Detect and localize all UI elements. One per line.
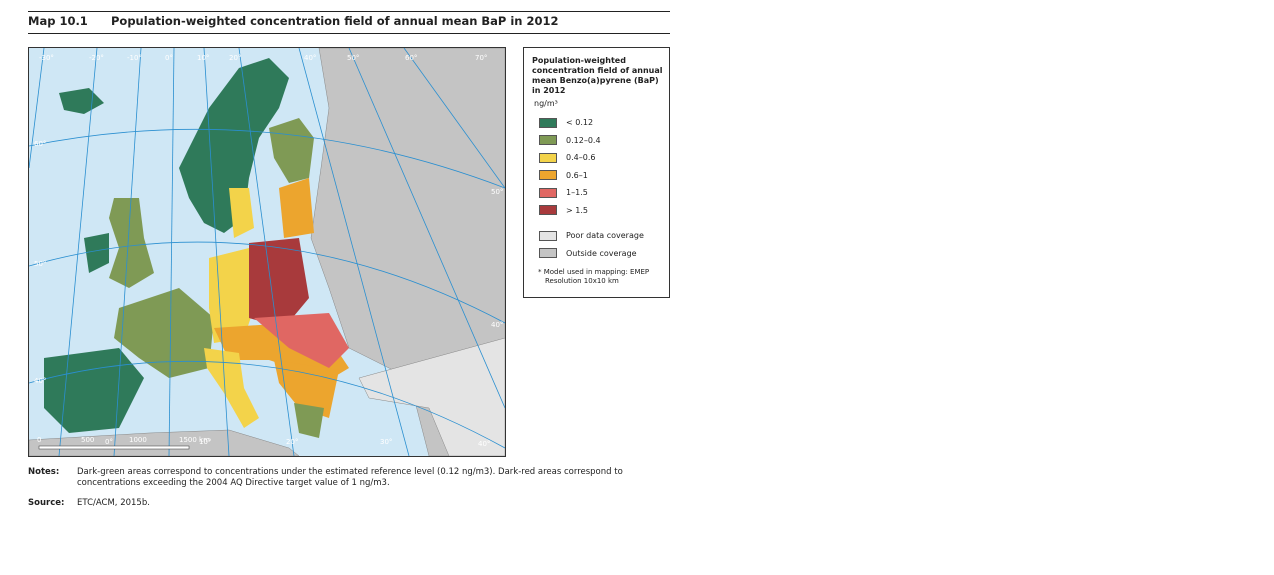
- footnote-line: Resolution 10x10 km: [545, 277, 619, 285]
- poor-coverage-land: [358, 337, 505, 456]
- graticule-label: 50°: [347, 54, 359, 62]
- legend-label: Poor data coverage: [566, 231, 644, 241]
- legend-label: 1–1.5: [566, 188, 588, 198]
- scale-label: 0: [37, 436, 41, 444]
- graticule-label: 20°: [229, 54, 241, 62]
- parallel: [29, 360, 505, 449]
- legend-swatch: [539, 170, 557, 181]
- graticule-label: 10°: [197, 54, 209, 62]
- legend-footnote: * Model used in mapping: EMEP Resolution…: [538, 268, 665, 286]
- source-text: ETC/ACM, 2015b.: [77, 498, 150, 508]
- parallel: [29, 128, 505, 189]
- legend-swatch: [539, 187, 557, 198]
- legend-unit: ng/m³: [534, 99, 558, 108]
- legend-swatch: [539, 230, 557, 241]
- graticule-label: 50°: [491, 188, 503, 196]
- legend-coverage: Poor data coverage Outside coverage: [532, 227, 665, 262]
- legend-entry: Outside coverage: [539, 245, 665, 263]
- scale-bar-rect: [38, 445, 190, 450]
- rule: [28, 11, 670, 12]
- iberia: [44, 348, 144, 433]
- legend-swatch: [539, 135, 557, 146]
- graticule-label: -10°: [127, 54, 142, 62]
- graticule-label: 0°: [165, 54, 173, 62]
- graticule-label: 60°: [34, 140, 46, 148]
- legend-entry: > 1.5: [539, 202, 665, 220]
- legend-swatch: [539, 152, 557, 163]
- legend-label: 0.12–0.4: [566, 135, 601, 145]
- footnote-line: * Model used in mapping: EMEP: [538, 268, 650, 276]
- meridian: [403, 48, 505, 189]
- legend-label: > 1.5: [566, 205, 588, 215]
- spacer: [532, 219, 665, 227]
- graticule: [29, 48, 505, 456]
- legend-entry: 1–1.5: [539, 184, 665, 202]
- legend-entry: 0.12–0.4: [539, 132, 665, 150]
- legend-entry: 0.6–1: [539, 167, 665, 185]
- legend-label: 0.4–0.6: [566, 153, 596, 163]
- meridian: [29, 48, 45, 169]
- graticule-label: 70°: [475, 54, 487, 62]
- baltics: [279, 178, 314, 238]
- legend-entry: Poor data coverage: [539, 227, 665, 245]
- graticule-label: 40°: [491, 321, 503, 329]
- notes-label: Notes:: [28, 467, 60, 477]
- graticule-label: 30°: [380, 438, 392, 446]
- graticule-label: -20°: [89, 54, 104, 62]
- scale-label: 500: [81, 436, 94, 444]
- notes-text: Dark-green areas correspond to concentra…: [77, 467, 623, 488]
- africa: [29, 429, 300, 456]
- legend-entry: 0.4–0.6: [539, 149, 665, 167]
- legend-label: 0.6–1: [566, 170, 588, 180]
- scale-label: 1000: [129, 436, 147, 444]
- meridian: [168, 48, 175, 456]
- rule: [28, 33, 670, 34]
- balkans: [274, 360, 339, 418]
- source-label: Source:: [28, 498, 65, 508]
- legend: Population-weighted concentration field …: [523, 47, 670, 298]
- scale-bar: [38, 445, 190, 450]
- legend-swatch: [539, 205, 557, 216]
- meridian: [238, 48, 295, 456]
- hungary-region: [254, 313, 349, 368]
- south-sweden: [229, 188, 254, 238]
- meridian: [58, 48, 98, 456]
- graticule-label: 20°: [286, 438, 298, 446]
- legend-title: Population-weighted concentration field …: [532, 56, 663, 95]
- poland: [249, 238, 309, 328]
- legend-label: < 0.12: [566, 118, 594, 128]
- map-number: Map 10.1: [28, 14, 88, 28]
- graticule-label: 40°: [478, 440, 490, 448]
- graticule-label: 60°: [405, 54, 417, 62]
- graticule-label: 0°: [105, 438, 113, 446]
- legend-swatch: [539, 117, 557, 128]
- meridian: [113, 48, 142, 456]
- graticule-label: 50°: [34, 260, 46, 268]
- legend-entry: < 0.12: [539, 114, 665, 132]
- legend-items: < 0.12 0.12–0.4 0.4–0.6 0.6–1 1–1.5 > 1.5: [532, 114, 665, 219]
- meridian: [298, 48, 410, 456]
- map: -30° -20° -10° 0° 10° 20° 40° 50° 60° 70° 60° 50° 40…: [28, 47, 506, 457]
- ireland: [84, 233, 109, 273]
- graticule-label: 10°: [199, 438, 211, 446]
- meridian: [348, 48, 505, 409]
- parallel: [29, 241, 505, 324]
- graticule-label: 40°: [34, 377, 46, 385]
- scale-label: 1500 km: [179, 436, 210, 444]
- meridian: [203, 48, 230, 456]
- finland: [269, 118, 314, 183]
- map-title: Population-weighted concentration field …: [111, 14, 559, 28]
- france: [114, 288, 214, 378]
- great-britain: [109, 198, 154, 288]
- scandinavia: [179, 58, 289, 233]
- greece: [294, 403, 324, 438]
- italy: [204, 348, 259, 428]
- graticule-label: 40°: [304, 54, 316, 62]
- legend-swatch: [539, 248, 557, 259]
- graticule-label: -30°: [39, 54, 54, 62]
- legend-label: Outside coverage: [566, 248, 637, 258]
